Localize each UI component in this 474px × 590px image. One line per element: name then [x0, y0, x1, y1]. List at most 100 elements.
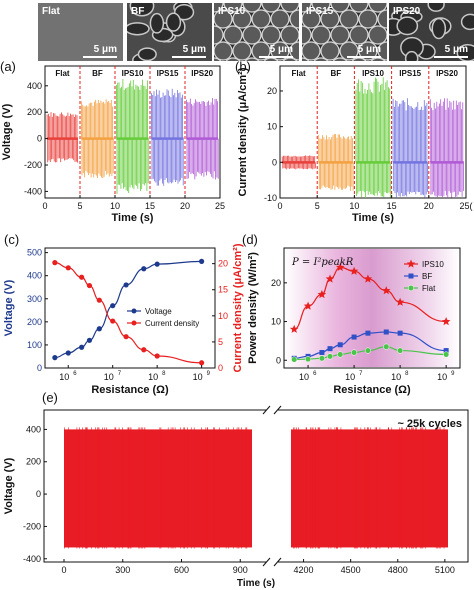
shaded-background	[285, 249, 459, 367]
sem-pore	[311, 3, 331, 13]
legend-label: BF	[422, 272, 432, 281]
cycle-count-annotation: ~ 25k cycles	[397, 418, 462, 430]
signal-bf	[81, 99, 114, 179]
data-point	[199, 258, 205, 264]
tick-label: 5100	[435, 565, 455, 575]
data-point	[110, 318, 116, 324]
tick-label: 200	[26, 457, 41, 467]
sem-pore	[339, 9, 359, 29]
sem-pore	[302, 25, 312, 45]
legend-label: Flat	[422, 284, 436, 293]
series-line	[294, 346, 447, 361]
sem-image-ips15: IPS15 5 μm	[302, 3, 387, 61]
sem-pore	[431, 17, 447, 40]
tick-label: 15	[145, 201, 155, 211]
data-point	[141, 347, 147, 353]
tick-label: 0	[37, 134, 42, 144]
tick-label: 5	[315, 201, 320, 211]
data-point	[326, 353, 334, 360]
sem-texture	[38, 3, 123, 61]
segment-label: IPS15	[157, 69, 179, 78]
legend: IPS10 BF Flat	[404, 259, 444, 293]
x-axis-label: Time (s)	[237, 578, 275, 589]
tick-exponent: 6	[313, 371, 317, 377]
tick-label: 10	[271, 317, 281, 327]
signal-ips20	[429, 98, 464, 198]
data-point	[395, 297, 405, 306]
data-point	[318, 355, 325, 362]
data-point	[337, 342, 343, 348]
data-point	[441, 317, 451, 326]
segment-label: IPS20	[191, 69, 213, 78]
tick-label: 0	[276, 355, 281, 365]
panel-c: 0 100 200 300 400 500 0 5 10 15 20 10 6 10 7 10 8 10 9 Resi…	[3, 232, 244, 396]
segment-label: IPS10	[122, 69, 144, 78]
tick-label: 10	[104, 372, 114, 382]
tick-label: 600	[174, 565, 189, 575]
y-axis-label: Power density (W/m²)	[247, 252, 259, 364]
sem-pore	[320, 9, 340, 29]
sem-pore	[165, 12, 182, 32]
segment-label: IPS10	[362, 69, 384, 78]
tick-label: 20	[271, 278, 281, 288]
series-line	[54, 262, 202, 364]
sem-pore	[351, 57, 367, 61]
sem-texture	[389, 3, 474, 61]
sem-pore	[349, 25, 369, 45]
sem-pore	[427, 3, 445, 12]
data-point	[154, 261, 160, 267]
tick-label: -200	[23, 521, 41, 531]
tick-exponent: 9	[207, 371, 211, 377]
panel-label: (c)	[4, 232, 19, 247]
panel-e: -400 -200 0 200 400 0 300 600 900 4200 4500 4800 510…	[3, 390, 469, 589]
sem-pore	[302, 41, 321, 61]
signal-ips20	[185, 98, 219, 180]
tick-label: 900	[233, 565, 248, 575]
sem-pore	[137, 47, 157, 61]
data-point	[96, 326, 102, 332]
sem-label: IPS15	[306, 6, 334, 17]
data-point	[407, 284, 415, 292]
series-current-density	[52, 260, 205, 366]
data-point	[86, 337, 93, 343]
tick-label: 4500	[341, 565, 361, 575]
data-point	[351, 334, 357, 340]
x-axis-label: Time (s)	[112, 212, 154, 224]
tick-label: 10	[267, 122, 277, 132]
series-line	[293, 266, 447, 330]
scale-bar	[83, 56, 117, 58]
tick-label: 10	[148, 372, 158, 382]
data-point	[363, 274, 373, 283]
data-point	[52, 260, 58, 266]
signal-bf	[318, 133, 354, 191]
tick-label: -400	[24, 186, 42, 196]
data-point	[443, 348, 449, 354]
sem-pore	[302, 9, 321, 29]
scale-bar-label: 5 μm	[93, 44, 117, 55]
tick-label: 0	[272, 157, 277, 167]
sem-pore	[261, 3, 281, 13]
series-flat	[291, 343, 450, 363]
tick-label: 0	[218, 363, 223, 373]
panel-label: (a)	[0, 59, 16, 74]
data-point	[408, 273, 414, 279]
data-point	[305, 356, 312, 363]
sem-pore	[263, 57, 279, 61]
axis-break-gap	[266, 407, 278, 565]
tick-label: 10	[349, 201, 359, 211]
sem-pore	[232, 41, 252, 61]
sem-pore	[404, 50, 419, 61]
sem-pore	[280, 25, 299, 45]
sem-pore	[223, 25, 243, 45]
legend-label: Voltage	[145, 307, 172, 316]
sem-pore	[174, 3, 195, 21]
axis-break-mark	[262, 557, 271, 567]
plot-frame	[44, 247, 216, 369]
sem-pore	[330, 25, 350, 45]
tick-label: 10	[437, 372, 447, 382]
data-point	[199, 360, 205, 366]
y-axis-label: Voltage (V)	[3, 457, 15, 514]
sem-pore	[460, 13, 474, 31]
data-point	[351, 349, 358, 356]
